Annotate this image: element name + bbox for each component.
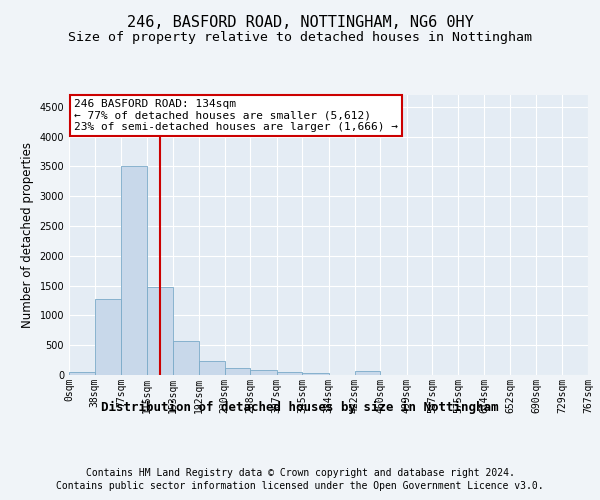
Bar [302,372,329,375]
Bar [173,341,199,375]
Text: 246 BASFORD ROAD: 134sqm
← 77% of detached houses are smaller (5,612)
23% of sem: 246 BASFORD ROAD: 134sqm ← 77% of detach… [74,99,398,132]
Text: Contains HM Land Registry data © Crown copyright and database right 2024.: Contains HM Land Registry data © Crown c… [86,468,514,477]
Bar [69,372,95,375]
Bar [95,300,121,375]
Text: Contains public sector information licensed under the Open Government Licence v3: Contains public sector information licen… [56,481,544,491]
Bar [121,166,147,375]
Bar [199,360,224,375]
Bar [224,368,250,375]
Text: Size of property relative to detached houses in Nottingham: Size of property relative to detached ho… [68,32,532,44]
Bar [147,287,173,375]
Bar [250,370,277,375]
Text: 246, BASFORD ROAD, NOTTINGHAM, NG6 0HY: 246, BASFORD ROAD, NOTTINGHAM, NG6 0HY [127,15,473,30]
Bar [277,372,302,375]
Bar [355,372,380,375]
Y-axis label: Number of detached properties: Number of detached properties [21,142,34,328]
Text: Distribution of detached houses by size in Nottingham: Distribution of detached houses by size … [101,401,499,414]
